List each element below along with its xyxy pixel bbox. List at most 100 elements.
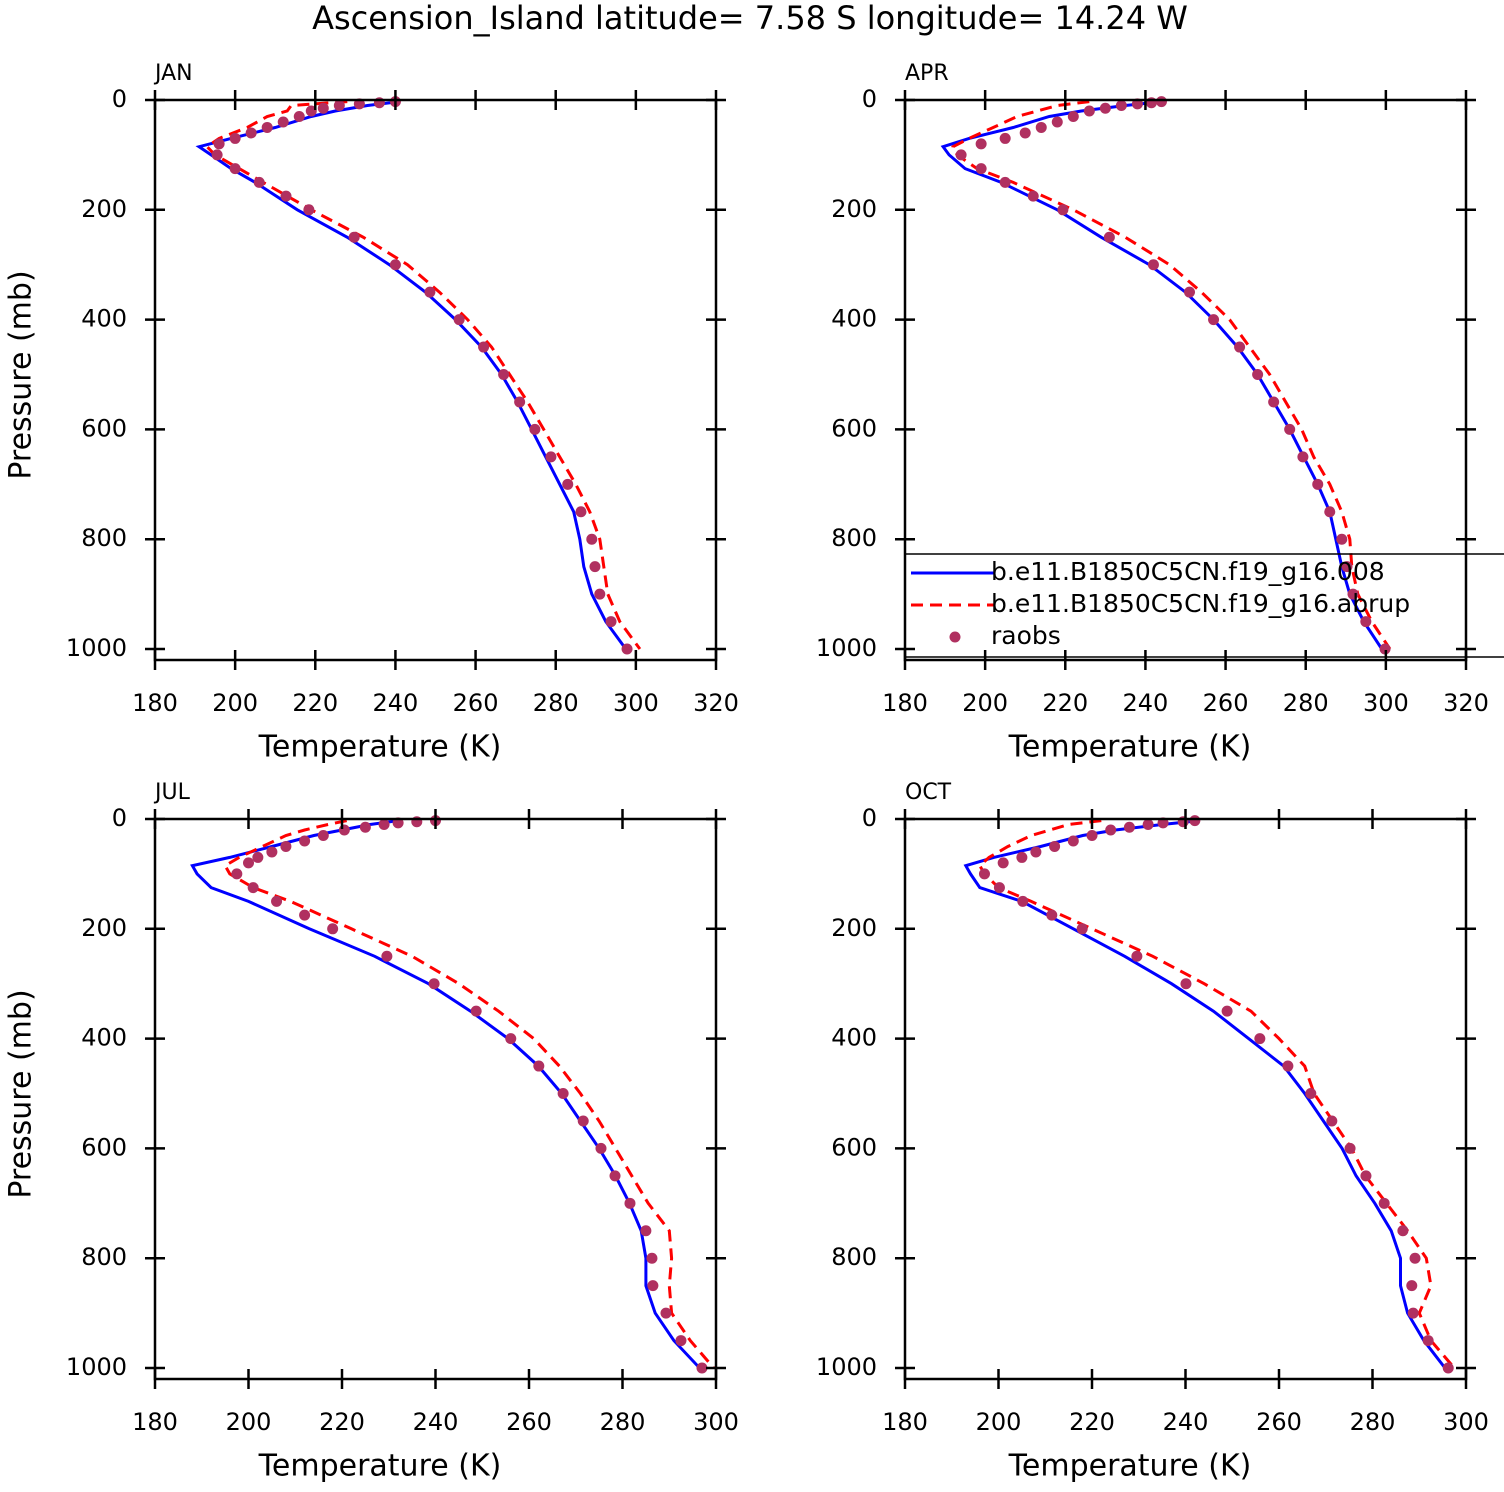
- raob-point: [266, 846, 278, 858]
- y-tick-label: 0: [112, 85, 127, 113]
- raob-point: [271, 895, 283, 907]
- raob-point: [424, 286, 436, 298]
- raob-point: [514, 396, 526, 408]
- y-tick-label: 200: [81, 914, 127, 942]
- x-tick-label: 300: [1363, 689, 1409, 717]
- raob-point: [1360, 1170, 1372, 1182]
- profile-line: [977, 819, 1456, 1369]
- x-tick-label: 280: [533, 689, 579, 717]
- raob-point: [253, 176, 265, 188]
- raob-point: [453, 314, 465, 326]
- raob-point: [299, 909, 311, 921]
- y-tick-label: 1000: [816, 634, 877, 662]
- raob-point: [1344, 1142, 1356, 1154]
- plot-frame: [903, 817, 1468, 1381]
- raob-point: [1051, 116, 1063, 128]
- x-tick-label: 200: [962, 689, 1008, 717]
- raob-point: [1099, 102, 1111, 114]
- raob-point: [533, 1060, 545, 1072]
- x-tick-label: 280: [600, 1408, 646, 1436]
- y-tick-label: 600: [831, 1133, 877, 1161]
- panel-title: JAN: [153, 61, 193, 86]
- raob-point: [280, 840, 292, 852]
- raob-point: [999, 132, 1011, 144]
- raob-point: [660, 1307, 672, 1319]
- raob-point: [975, 138, 987, 150]
- raob-point: [577, 1115, 589, 1127]
- panel-title: APR: [905, 61, 949, 86]
- x-axis-label: Temperature (K): [258, 1449, 502, 1484]
- raob-point: [1234, 341, 1246, 353]
- raob-point: [381, 950, 393, 962]
- raob-point: [247, 882, 259, 894]
- profile-line: [190, 819, 701, 1370]
- raob-point: [978, 868, 990, 880]
- y-tick-label: 800: [81, 1243, 127, 1271]
- raob-point: [1422, 1335, 1434, 1347]
- raob-point: [1406, 1280, 1418, 1292]
- y-tick-label: 600: [81, 1133, 127, 1161]
- raob-point: [640, 1225, 652, 1237]
- raob-point: [1123, 821, 1135, 833]
- raob-point: [1184, 286, 1196, 298]
- y-tick-label: 0: [112, 804, 127, 832]
- x-tick-label: 300: [693, 1408, 739, 1436]
- y-tick-label: 200: [831, 195, 877, 223]
- y-tick-label: 800: [831, 1243, 877, 1271]
- x-tick-label: 220: [1069, 1408, 1115, 1436]
- raob-point: [1347, 588, 1359, 600]
- raob-point: [595, 1142, 607, 1154]
- raob-point: [1284, 423, 1296, 435]
- raob-point: [1057, 204, 1069, 216]
- figure-title: Ascension_Island latitude= 7.58 S longit…: [312, 0, 1188, 37]
- raob-point: [1147, 259, 1159, 271]
- raob-point: [213, 138, 225, 150]
- raob-point: [211, 149, 223, 161]
- raob-point: [1035, 121, 1047, 133]
- y-tick-label: 600: [81, 414, 127, 442]
- legend-label: b.e11.B1850C5CN.f19_g16.abrup: [991, 589, 1410, 618]
- raob-point: [624, 1197, 636, 1209]
- raob-point: [229, 132, 241, 144]
- x-tick-label: 260: [1203, 689, 1249, 717]
- raob-point: [1049, 840, 1061, 852]
- x-tick-label: 260: [1256, 1408, 1302, 1436]
- y-tick-label: 400: [831, 305, 877, 333]
- x-tick-label: 320: [693, 689, 739, 717]
- raob-point: [675, 1335, 687, 1347]
- y-tick-label: 200: [81, 195, 127, 223]
- x-tick-label: 240: [1123, 689, 1169, 717]
- raob-point: [478, 341, 490, 353]
- raob-point: [245, 127, 257, 139]
- raob-point: [997, 857, 1009, 869]
- x-tick-label: 320: [1443, 689, 1489, 717]
- raob-point: [1252, 369, 1264, 381]
- y-tick-label: 800: [831, 524, 877, 552]
- raob-point: [1268, 396, 1280, 408]
- y-tick-label: 400: [831, 1024, 877, 1052]
- raob-point: [1017, 895, 1029, 907]
- raob-point: [609, 1170, 621, 1182]
- x-tick-label: 200: [212, 689, 258, 717]
- raob-point: [231, 868, 243, 880]
- raob-point: [1282, 1060, 1294, 1072]
- raob-point: [280, 190, 292, 202]
- raob-point: [1046, 909, 1058, 921]
- raob-point: [589, 561, 601, 573]
- raob-point: [1312, 478, 1324, 490]
- raob-point: [1324, 506, 1336, 518]
- raob-point: [261, 121, 273, 133]
- raob-point: [389, 259, 401, 271]
- y-tick-label: 400: [81, 305, 127, 333]
- plot-frame: [903, 98, 1468, 662]
- raob-point: [594, 588, 606, 600]
- x-tick-label: 260: [506, 1408, 552, 1436]
- profile-line: [963, 819, 1447, 1369]
- raob-point: [470, 1005, 482, 1017]
- raob-point: [1254, 1033, 1266, 1045]
- raob-point: [1379, 643, 1391, 655]
- raob-point: [1142, 818, 1154, 830]
- plot-frame: [153, 817, 718, 1381]
- raob-point: [359, 821, 371, 833]
- raob-point: [378, 818, 390, 830]
